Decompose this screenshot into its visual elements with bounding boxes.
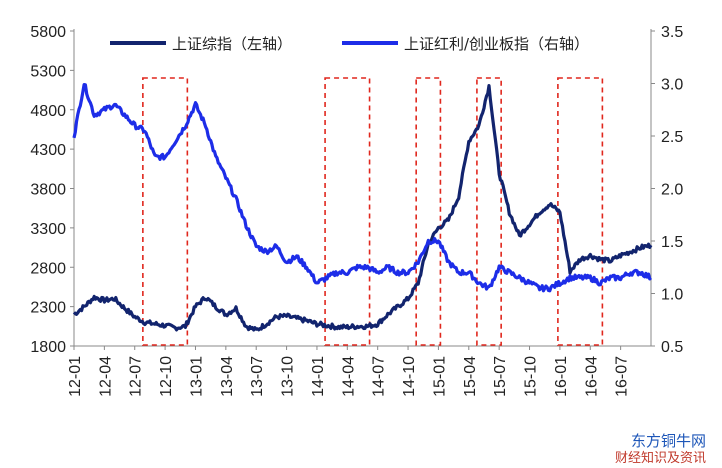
y-left-tick-label: 3800 (30, 182, 66, 199)
x-tick-label: 12-07 (128, 356, 145, 397)
highlight-box (557, 77, 604, 346)
x-tick-label: 14-07 (371, 356, 388, 397)
x-tick-label: 13-04 (219, 356, 236, 397)
series-line-ratio (72, 83, 653, 293)
y-left-tick-label: 4800 (30, 103, 66, 120)
x-tick-label: 15-01 (431, 356, 448, 397)
x-tick-label: 15-07 (492, 356, 509, 397)
highlight-box (324, 77, 371, 346)
legend-label: 上证综指（左轴） (172, 35, 292, 53)
x-tick-label: 16-01 (553, 356, 570, 397)
y-right-tick-label: 0.5 (661, 339, 683, 356)
x-tick-label: 12-01 (67, 356, 84, 397)
y-left-tick-label: 4300 (30, 142, 66, 159)
highlight-box (415, 77, 442, 346)
series-line-shanghai-composite (72, 84, 653, 332)
x-tick-label: 15-10 (523, 356, 540, 397)
y-left-tick-label: 2300 (30, 300, 66, 317)
x-tick-label: 13-07 (249, 356, 266, 397)
series-layer (72, 83, 653, 332)
y-left-tick-label: 5300 (30, 63, 66, 80)
legend-label: 上证红利/创业板指（右轴） (404, 35, 589, 53)
x-tick-label: 14-01 (310, 356, 327, 397)
watermark-line2: 财经知识及资讯 (614, 451, 706, 466)
highlight-boxes (142, 77, 604, 346)
x-tick-label: 14-10 (401, 356, 418, 397)
x-tick-label: 12-10 (158, 356, 175, 397)
y-right-tick-label: 3.0 (661, 77, 683, 94)
y-left-tick-label: 5800 (30, 24, 66, 41)
y-left-tick-label: 2800 (30, 260, 66, 277)
x-tick-label: 15-04 (462, 356, 479, 397)
y-right-tick-label: 2.0 (661, 182, 683, 199)
legend: 上证综指（左轴） 上证红利/创业板指（右轴） (110, 35, 589, 53)
y-left-tick-label: 1800 (30, 339, 66, 356)
watermark-line1: 东方铜牛网 (630, 432, 706, 450)
x-tick-label: 13-10 (280, 356, 297, 397)
x-tick-label: 12-04 (97, 356, 114, 397)
x-tick-label: 13-01 (188, 356, 205, 397)
y-right-tick-label: 1.5 (661, 234, 683, 251)
x-tick-label: 16-07 (614, 356, 631, 397)
highlight-box (476, 77, 502, 346)
y-right-tick-label: 2.5 (661, 129, 683, 146)
y-right-tick-label: 1.0 (661, 287, 683, 304)
highlight-box (142, 77, 189, 346)
y-left-tick-label: 3300 (30, 221, 66, 238)
axes-layer: 1800 2300 2800 3300 3800 4300 4800 5300 5800 0.5 1… (30, 24, 683, 397)
x-tick-label: 16-04 (583, 356, 600, 397)
y-right-tick-label: 3.5 (661, 24, 683, 41)
x-tick-label: 14-04 (340, 356, 357, 397)
